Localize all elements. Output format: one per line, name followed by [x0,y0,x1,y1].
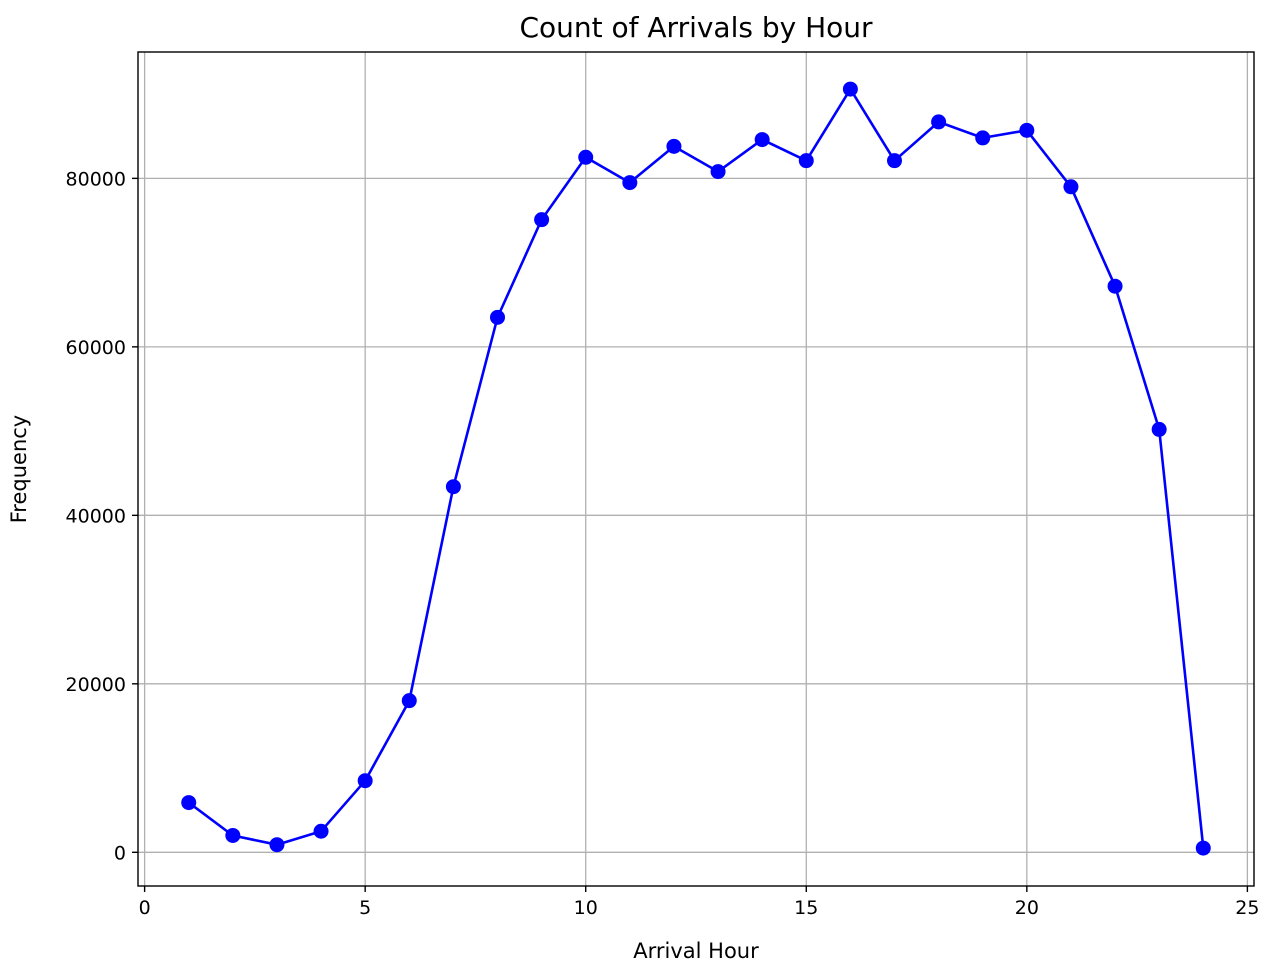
chart-title: Count of Arrivals by Hour [519,11,873,44]
data-point [225,827,241,843]
y-tick-label: 60000 [66,337,126,359]
data-point [490,309,506,325]
data-point [754,132,770,148]
data-point [1063,179,1079,195]
data-point [578,149,594,165]
data-point [269,837,285,853]
data-point [445,479,461,495]
series-line-group [181,81,1211,856]
data-point [534,212,550,228]
data-point [313,823,329,839]
grid-lines [138,52,1254,886]
data-point [1107,278,1123,294]
x-tick-label: 5 [359,897,371,919]
axis-ticks: 0 5 10 15 20 25 0 20000 40000 60000 80000 [66,168,1260,919]
series-line [187,87,1205,849]
x-tick-label: 0 [139,897,151,919]
x-axis-label: Arrival Hour [633,939,759,963]
data-point [886,153,902,169]
data-point [1195,840,1211,856]
x-tick-label: 10 [574,897,598,919]
x-tick-label: 25 [1235,897,1259,919]
data-point [842,81,858,97]
data-point [975,130,991,146]
data-point [357,773,373,789]
plot-frame [137,51,1255,887]
data-point [622,175,638,191]
y-tick-label: 80000 [66,168,126,190]
y-tick-label: 20000 [66,674,126,696]
data-point [181,795,197,811]
x-tick-label: 15 [794,897,818,919]
data-point [666,138,682,154]
data-point [1151,421,1167,437]
y-axis-label: Frequency [7,415,31,524]
data-point [401,693,417,709]
data-point [931,114,947,130]
data-point [1019,122,1035,138]
data-point [710,164,726,180]
data-point [798,153,814,169]
y-tick-label: 0 [114,842,126,864]
x-tick-label: 20 [1015,897,1039,919]
y-tick-label: 40000 [66,505,126,527]
